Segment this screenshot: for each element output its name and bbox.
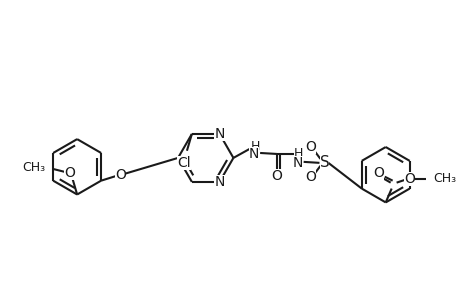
Text: N: N — [214, 175, 224, 189]
Text: H: H — [293, 148, 303, 160]
Text: O: O — [304, 140, 315, 154]
Text: Cl: Cl — [177, 156, 190, 170]
Text: CH₃: CH₃ — [22, 161, 45, 174]
Text: CH₃: CH₃ — [432, 172, 455, 185]
Text: N: N — [248, 147, 259, 161]
Text: O: O — [64, 166, 74, 180]
Text: O: O — [115, 168, 126, 182]
Text: H: H — [250, 140, 259, 152]
Text: N: N — [214, 127, 224, 141]
Text: N: N — [292, 156, 302, 170]
Text: O: O — [304, 170, 315, 184]
Text: O: O — [403, 172, 414, 186]
Text: S: S — [319, 155, 329, 170]
Text: O: O — [373, 166, 383, 180]
Text: O: O — [271, 169, 282, 183]
